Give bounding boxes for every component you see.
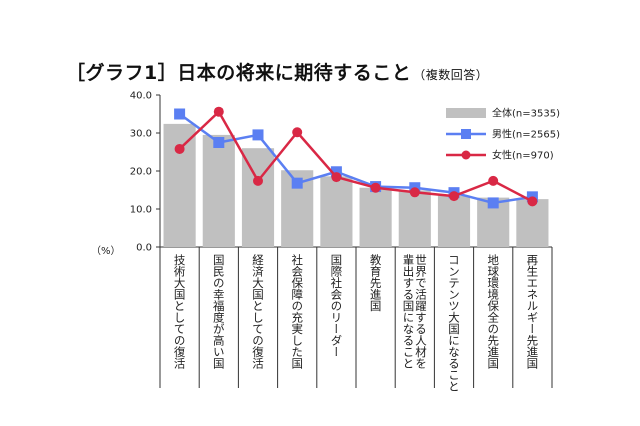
- circle-point: [253, 175, 263, 186]
- category-labels: 技術大国としての復活 国民の幸福度が高い国 経済大国としての復活 社会保障の充実した国…: [173, 253, 540, 392]
- line-series: [174, 106, 538, 209]
- circle-point: [488, 175, 499, 186]
- legend-square-marker: [461, 129, 471, 139]
- square-point: [213, 137, 225, 148]
- square-point: [174, 108, 186, 120]
- category-label: 国民の幸福度が高い国: [212, 254, 226, 370]
- circle-point: [409, 187, 420, 198]
- series-line: [178, 110, 533, 203]
- category-label: 技術大国としての復活: [173, 254, 187, 370]
- bar: [437, 195, 471, 247]
- chart-title-sub: （複数回答）: [413, 68, 489, 82]
- category-label: 経済大国としての復活: [251, 254, 265, 370]
- category-label: 地球環境保全の先進国: [486, 254, 500, 370]
- circle-point: [527, 196, 538, 207]
- circle-point: [213, 106, 224, 117]
- legend-label: 女性(n=970): [492, 149, 554, 162]
- y-tick-label: 0.0: [136, 243, 152, 254]
- category-label: コンテンツ大国になること: [447, 254, 461, 392]
- y-tick-label: 20.0: [130, 167, 152, 178]
- chart-title-main: ［グラフ1］日本の将来に期待すること: [66, 62, 412, 84]
- series-line: [178, 112, 533, 205]
- square-point: [252, 129, 264, 141]
- category-label: 再生エネルギー先進国: [525, 254, 539, 370]
- square-point: [330, 166, 342, 178]
- category-label: 教育先進国: [369, 253, 383, 312]
- category-label: 社会保障の充実した国: [290, 253, 304, 370]
- category-label: 国際社会のリーダー: [329, 254, 343, 358]
- circle-point: [292, 127, 303, 138]
- circle-point: [174, 143, 185, 154]
- category-label: 輩出する国になること: [402, 253, 416, 369]
- square-point: [291, 177, 303, 189]
- chart-title: ［グラフ1］日本の将来に期待すること （複数回答）: [66, 58, 488, 85]
- legend-label: 男性(n=2565): [492, 128, 560, 141]
- legend-circle-marker: [461, 150, 471, 160]
- bar-series: [163, 123, 549, 247]
- bar: [163, 123, 196, 247]
- y-tick-label: 10.0: [130, 205, 152, 216]
- bar: [202, 134, 235, 247]
- legend-bar-swatch: [446, 108, 486, 118]
- unit-label: （%）: [91, 245, 121, 257]
- legend-label: 全体(n=3535): [492, 107, 560, 120]
- circle-point: [331, 172, 342, 183]
- bar: [516, 199, 549, 247]
- circle-point: [370, 182, 381, 193]
- y-tick-label: 30.0: [130, 129, 152, 140]
- y-tick-label: 40.0: [130, 91, 152, 102]
- legend: 全体(n=3535) 男性(n=2565) 女性(n=970): [446, 107, 560, 162]
- bar: [320, 176, 353, 247]
- square-point: [487, 197, 499, 209]
- category-label: 世界で活躍する人材を: [414, 254, 428, 369]
- bar: [241, 148, 275, 247]
- bar: [359, 187, 392, 247]
- bar: [398, 190, 431, 247]
- circle-point: [449, 191, 459, 202]
